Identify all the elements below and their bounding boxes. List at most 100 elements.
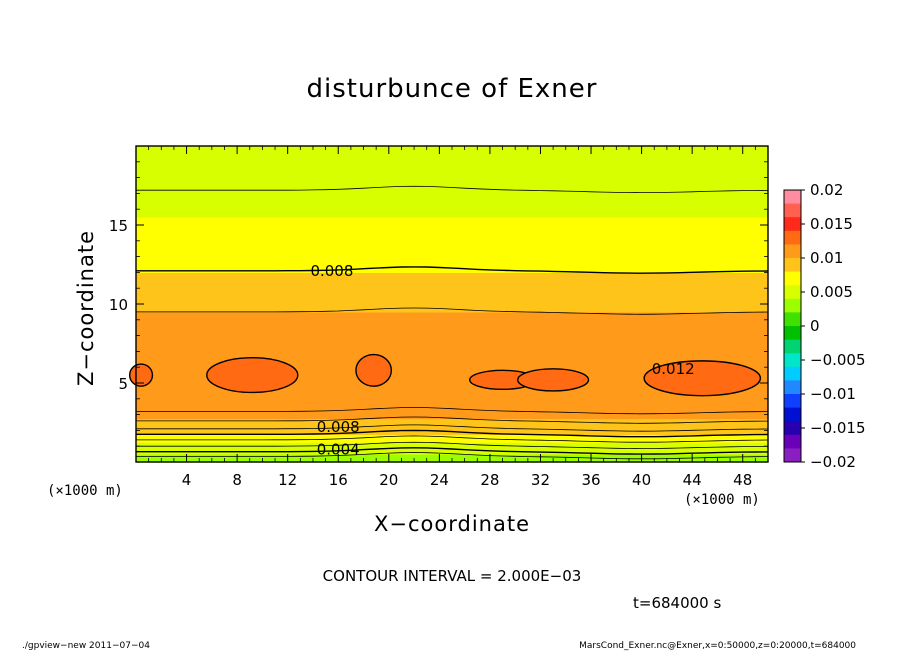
contour-label: 0.012	[652, 360, 695, 378]
y-tick-label: 10	[109, 296, 128, 314]
fill-band	[136, 236, 768, 242]
fill-band	[136, 173, 768, 179]
fill-band	[136, 418, 768, 424]
y-axis-label: Z−coordinate	[74, 230, 98, 386]
colorbar-tick-label: 0.015	[810, 215, 853, 233]
fill-band	[136, 209, 768, 214]
colorbar-segment	[784, 258, 801, 273]
fill-band	[136, 280, 768, 285]
fill-band	[136, 288, 768, 293]
contour-maxima	[128, 353, 762, 397]
fill-band	[136, 300, 768, 305]
fill-band	[136, 454, 768, 459]
x-tick-label: 28	[480, 471, 499, 489]
x-tick-label: 12	[278, 471, 297, 489]
colorbar-segment	[784, 434, 801, 449]
fill-band	[136, 394, 768, 400]
colorbar-segment	[784, 380, 801, 395]
x-axis-units: (×1000 m)	[684, 492, 760, 508]
fill-band	[136, 193, 768, 198]
fill-band	[136, 398, 768, 404]
y-axis-units: (×1000 m)	[47, 483, 123, 499]
fill-band	[136, 221, 768, 226]
fill-band	[136, 272, 768, 277]
fill-band	[136, 213, 768, 218]
x-tick-label: 36	[581, 471, 600, 489]
colorbar-segment	[784, 407, 801, 422]
fill-band	[136, 339, 768, 345]
colorbar-segment	[784, 312, 801, 327]
contour-line	[136, 447, 769, 455]
fill-band	[136, 296, 768, 301]
contour-line	[136, 429, 769, 438]
colorbar-tick-label: −0.01	[810, 385, 856, 403]
fill-band	[136, 335, 768, 341]
colorbar-segment	[784, 448, 801, 463]
colorbar-tick-label: −0.005	[810, 351, 866, 369]
fill-band	[136, 252, 768, 258]
fill-band	[136, 248, 768, 254]
x-axis-ticks: 4 8 12 16 20 24 28 32 36 40 44 48	[148, 146, 756, 489]
maximum-cell	[643, 360, 762, 397]
fill-band	[136, 201, 768, 206]
fill-band	[136, 426, 768, 431]
colorbar-ticks: 0.02 0.015 0.01 0.005 0 −0.005 −0.01 −0.015 −0.0…	[801, 181, 866, 471]
fill-band	[136, 402, 768, 408]
colorbar-segment	[784, 421, 801, 436]
fill-band	[136, 169, 768, 175]
fill-band	[136, 157, 768, 163]
colorbar-segment	[784, 339, 801, 354]
contour-label: 0.008	[317, 418, 360, 436]
fill-band	[136, 442, 768, 447]
fill-band	[136, 197, 768, 202]
fill-band	[136, 228, 768, 234]
fill-band	[136, 434, 768, 439]
time-label: t=684000 s	[633, 594, 722, 612]
fill-band	[136, 410, 768, 416]
contour-line	[136, 424, 769, 432]
fill-band	[136, 319, 768, 325]
fill-band	[136, 276, 768, 281]
fill-band	[136, 367, 768, 372]
plot-area-fill	[136, 146, 768, 463]
x-tick-label: 24	[430, 471, 449, 489]
chart-title: disturbunce of Exner	[306, 74, 598, 104]
fill-band	[136, 315, 768, 321]
colorbar-segment	[784, 190, 801, 205]
x-tick-label: 44	[683, 471, 702, 489]
fill-band	[136, 177, 768, 183]
fill-band	[136, 268, 768, 273]
fill-band	[136, 264, 768, 270]
colorbar-segment	[784, 244, 801, 259]
fill-band	[136, 165, 768, 171]
colorbar-segment	[784, 230, 801, 245]
fill-band	[136, 311, 768, 317]
colorbar-tick-label: 0	[810, 317, 820, 335]
fill-band	[136, 307, 768, 313]
contour-line	[136, 416, 769, 424]
fill-band	[136, 161, 768, 167]
x-axis-label: X−coordinate	[374, 512, 530, 536]
colorbar-tick-label: 0.005	[810, 283, 853, 301]
y-axis-ticks: 5 10 15	[109, 161, 768, 447]
fill-band	[136, 430, 768, 435]
contour-label: 0.008	[310, 262, 353, 280]
contour-line	[136, 185, 769, 194]
fill-band	[136, 351, 768, 356]
fill-band	[136, 331, 768, 337]
fill-band	[136, 414, 768, 420]
maximum-cell	[355, 353, 393, 387]
fill-band	[136, 438, 768, 443]
fill-band	[136, 371, 768, 376]
contour-interval-note: CONTOUR INTERVAL = 2.000E−03	[322, 567, 582, 585]
colorbar-segment	[784, 366, 801, 381]
fill-band	[136, 256, 768, 262]
fill-band	[136, 390, 768, 396]
fill-band	[136, 260, 768, 266]
contour-line	[136, 307, 769, 315]
x-tick-label: 40	[632, 471, 651, 489]
y-tick-label: 15	[109, 217, 128, 235]
x-tick-label: 32	[531, 471, 550, 489]
colorbar-tick-label: −0.02	[810, 453, 856, 471]
fill-band	[136, 304, 768, 309]
